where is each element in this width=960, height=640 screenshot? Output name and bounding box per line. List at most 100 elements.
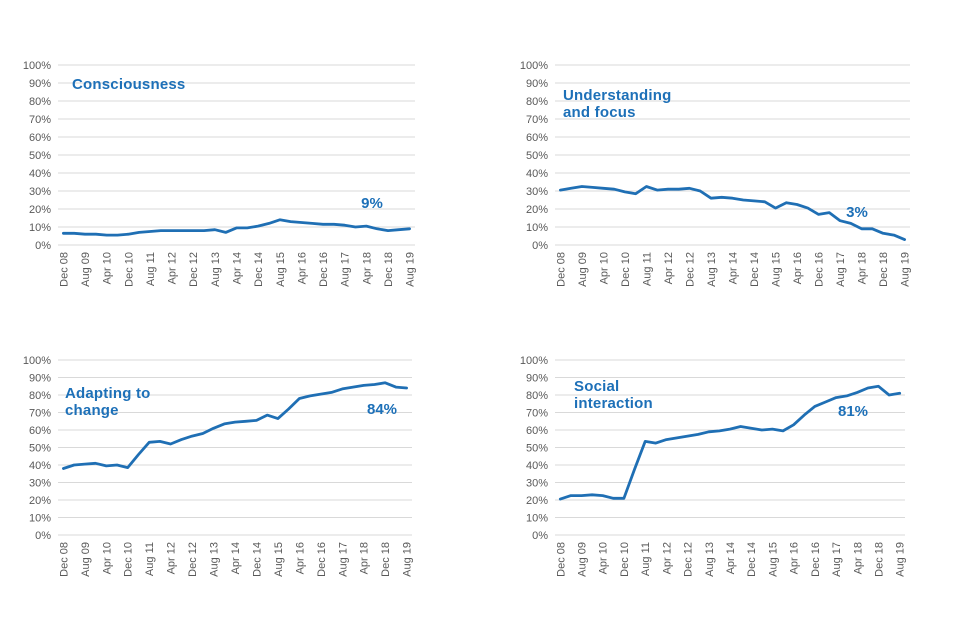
x-axis-tick-label: Dec 10 [619, 542, 631, 577]
y-axis-tick-label: 100% [23, 355, 51, 367]
y-axis-tick-label: 0% [35, 530, 51, 542]
y-axis-tick-label: 50% [526, 443, 548, 455]
y-axis-tick-label: 10% [526, 513, 548, 525]
x-axis-tick-label: Apr 12 [663, 252, 675, 284]
x-axis-tick-label: Dec 14 [253, 252, 265, 287]
x-axis-tick-label: Dec 18 [380, 542, 392, 577]
x-axis-tick-label: Aug 15 [273, 542, 285, 577]
x-axis-tick-label: Aug 19 [895, 542, 907, 577]
x-axis-tick-label: Dec 08 [555, 542, 567, 577]
y-axis-tick-label: 70% [29, 114, 51, 126]
y-axis-tick-label: 40% [29, 460, 51, 472]
x-axis-tick-label: Apr 12 [661, 542, 673, 574]
x-axis-tick-label: Aug 11 [641, 252, 653, 286]
y-axis-tick-label: 100% [520, 355, 548, 367]
chart-social-interaction: 0% 10% 20% 30% 40% 50% 60% 70% 80% 90% 100% Dec 08 A… [520, 355, 907, 577]
y-axis-tick-label: 20% [526, 495, 548, 507]
x-axis-tick-label: Dec 18 [383, 252, 395, 287]
x-axis-tick-label: Dec 10 [620, 252, 632, 287]
x-axis-tick-label: Apr 14 [232, 252, 244, 284]
y-axis-tick-label: 70% [29, 408, 51, 420]
x-axis-tick-label: Apr 16 [294, 542, 306, 574]
x-axis-tick-label: Apr 10 [598, 542, 610, 574]
x-axis-tick-label: Apr 18 [852, 542, 864, 574]
x-axis-tick-label: Aug 09 [577, 252, 589, 287]
x-axis-tick-label: Aug 13 [209, 542, 221, 577]
y-axis-tick-label: 60% [29, 132, 51, 144]
y-axis-tick-label: 30% [526, 186, 548, 198]
y-axis-tick-label: 0% [35, 240, 51, 252]
y-axis-tick-label: 100% [520, 60, 548, 72]
y-axis-tick-label: 70% [526, 114, 548, 126]
y-axis-tick-label: 60% [29, 425, 51, 437]
x-axis-tick-label: Apr 12 [167, 252, 179, 284]
x-axis-tick-label: Aug 11 [640, 542, 652, 576]
x-axis-tick-label: Apr 12 [166, 542, 178, 574]
y-axis-tick-label: 100% [23, 60, 51, 72]
y-axis-tick-label: 80% [29, 390, 51, 402]
y-axis-tick-label: 90% [29, 78, 51, 90]
x-axis-tick-label: Dec 12 [683, 542, 695, 577]
x-axis-tick-label: Aug 19 [405, 252, 417, 287]
x-axis-tick-label: Apr 10 [598, 252, 610, 284]
chart-title-social-interaction: Social interaction [574, 378, 653, 412]
chart-title-understanding-and-focus: Understanding and focus [563, 87, 672, 121]
y-axis-tick-label: 20% [29, 204, 51, 216]
x-axis-tick-label: Apr 16 [296, 252, 308, 284]
series-line-understanding-and-focus [559, 185, 906, 242]
x-axis-tick-label: Apr 14 [230, 542, 242, 574]
y-axis-tick-label: 80% [526, 390, 548, 402]
x-axis-tick-label: Apr 10 [101, 542, 113, 574]
x-axis-tick-label: Aug 11 [144, 542, 156, 576]
x-axis-tick-label: Aug 15 [767, 542, 779, 577]
x-axis-tick-label: Dec 14 [749, 252, 761, 287]
y-axis-tick-label: 40% [526, 460, 548, 472]
y-axis-tick-label: 90% [526, 78, 548, 90]
y-axis-tick-label: 40% [29, 168, 51, 180]
x-axis-tick-label: Apr 14 [728, 252, 740, 284]
x-axis-tick-label: Aug 13 [210, 252, 222, 287]
chart-title-adapting-to-change: Adapting to change [65, 385, 151, 419]
x-axis-tick-label: Aug 19 [900, 252, 912, 287]
series-line-adapting-to-change [62, 381, 409, 470]
y-axis-tick-label: 50% [29, 150, 51, 162]
series-line-consciousness [62, 218, 412, 237]
x-axis-tick-label: Aug 17 [337, 542, 349, 577]
x-axis-tick-label: Aug 09 [80, 542, 92, 577]
x-axis-tick-label: Aug 17 [340, 252, 352, 287]
x-axis-tick-label: Dec 16 [316, 542, 328, 577]
y-axis-tick-label: 10% [29, 513, 51, 525]
x-axis-tick-label: Apr 18 [857, 252, 869, 284]
y-axis-tick-label: 20% [29, 495, 51, 507]
y-axis-tick-label: 80% [526, 96, 548, 108]
y-axis-tick-label: 50% [29, 443, 51, 455]
x-axis-tick-label: Aug 13 [704, 542, 716, 577]
x-axis-tick-label: Dec 12 [188, 252, 200, 287]
y-axis-tick-label: 10% [526, 222, 548, 234]
chart-adapting-to-change: 0% 10% 20% 30% 40% 50% 60% 70% 80% 90% 100% Dec 08 A… [23, 355, 414, 577]
x-axis-tick-label: Aug 09 [577, 542, 589, 577]
end-value-label-adapting-to-change: 84% [366, 401, 398, 418]
x-axis-tick-label: Dec 08 [555, 252, 567, 287]
x-axis-tick-label: Aug 17 [835, 252, 847, 287]
x-axis-tick-label: Aug 19 [402, 542, 414, 577]
x-axis-tick-label: Aug 13 [706, 252, 718, 287]
x-axis-tick-label: Dec 16 [814, 252, 826, 287]
x-axis-tick-label: Dec 12 [684, 252, 696, 287]
x-axis-tick-label: Apr 18 [361, 252, 373, 284]
x-axis-tick-label: Apr 18 [359, 542, 371, 574]
y-axis-tick-label: 70% [526, 408, 548, 420]
y-axis-tick-label: 80% [29, 96, 51, 108]
y-axis-tick-label: 40% [526, 168, 548, 180]
x-axis-tick-label: Aug 17 [831, 542, 843, 577]
y-axis-tick-label: 10% [29, 222, 51, 234]
y-axis-tick-label: 50% [526, 150, 548, 162]
x-axis-tick-label: Apr 16 [792, 252, 804, 284]
x-axis-tick-label: Dec 08 [58, 542, 70, 577]
x-axis-tick-label: Dec 14 [251, 542, 263, 577]
end-value-label-social-interaction: 81% [837, 403, 869, 420]
x-axis-tick-label: Aug 09 [80, 252, 92, 287]
x-axis-tick-label: Apr 16 [789, 542, 801, 574]
